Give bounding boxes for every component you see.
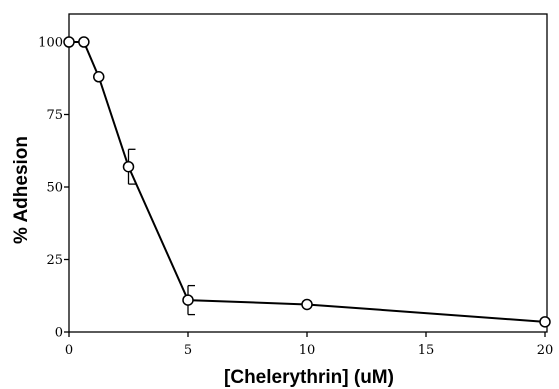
y-axis: 0 25 50 75 100 [38,36,69,341]
error-bars [127,148,195,316]
x-axis: 0 5 10 15 20 [65,332,553,358]
data-point [539,316,551,328]
series-line [69,41,546,323]
x-tick-label: 10 [299,343,316,358]
x-tick-label: 5 [184,343,192,358]
y-axis-label: % Adhesion [11,136,32,244]
y-tick-label: 100 [38,36,63,51]
y-tick-label: 50 [46,181,63,196]
x-tick-label: 15 [418,343,435,358]
y-tick-label: 0 [55,326,63,341]
data-point [93,71,105,83]
x-tick-label: 0 [65,343,73,358]
data-point [182,294,194,306]
data-point [63,36,75,48]
data-point [122,160,135,173]
x-tick-label: 20 [537,343,554,358]
data-point [78,36,90,48]
y-tick-label: 25 [46,253,63,268]
plot-frame [68,13,548,333]
series-polyline [69,41,546,323]
data-points [63,36,551,328]
plot-border [68,13,548,333]
data-point [301,298,313,311]
y-tick-label: 75 [46,108,63,123]
x-axis-label: [Chelerythrin] (uM) [224,367,394,388]
